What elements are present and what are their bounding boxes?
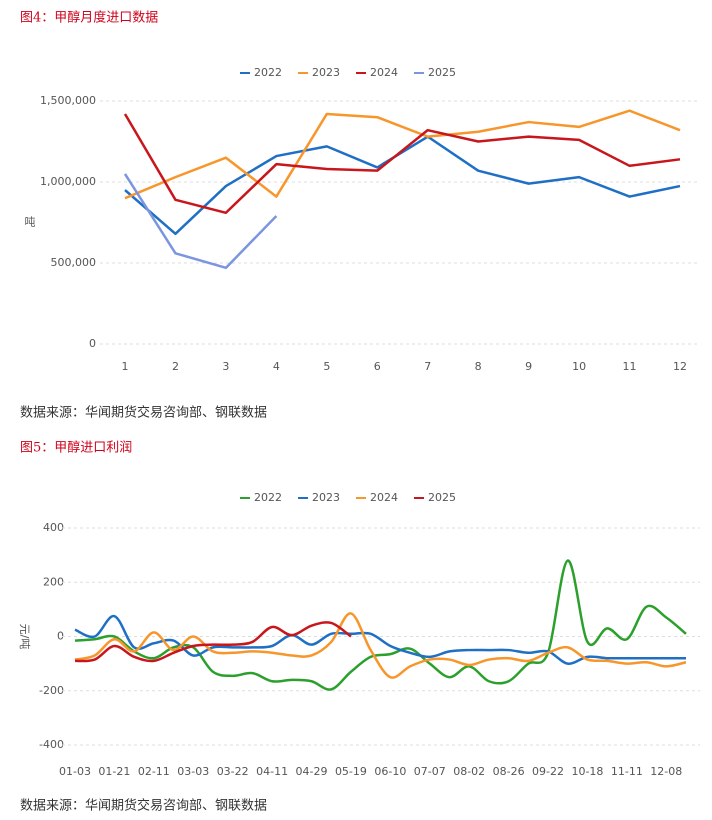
x-tick-label: 02-11 [138,765,170,778]
series-line [74,614,686,665]
y-tick-label: 1,500,000 [40,94,96,107]
figure-caption: 图5：甲醇进口利润 [20,440,132,456]
series-line [74,612,687,679]
x-tick-label: 10-18 [571,765,603,778]
x-tick-label: 04-29 [296,765,328,778]
legend-label: 2023 [312,491,340,504]
x-tick-label: 07-07 [414,765,446,778]
legend-label: 2022 [254,491,282,504]
x-tick-label: 1 [122,360,129,373]
x-tick-label: 04-11 [256,765,288,778]
series-line [124,135,681,236]
x-tick-label: 6 [374,360,381,373]
y-tick-label: 0 [57,630,64,643]
x-tick-label: 7 [424,360,431,373]
figure-caption: 图4：甲醇月度进口数据 [20,10,158,26]
y-axis-label: 吨 [25,216,36,229]
x-tick-label: 10 [572,360,586,373]
x-tick-label: 08-26 [493,765,525,778]
x-tick-label: 08-02 [453,765,485,778]
legend-label: 2025 [428,491,456,504]
legend-label: 2024 [370,491,398,504]
x-tick-label: 12 [673,360,687,373]
x-tick-label: 5 [323,360,330,373]
y-tick-label: 400 [43,521,64,534]
x-tick-label: 05-19 [335,765,367,778]
legend-label: 2022 [254,66,282,79]
legend-label: 2025 [428,66,456,79]
x-tick-label: 3 [222,360,229,373]
x-tick-label: 9 [525,360,532,373]
series-line [74,559,687,691]
legend-label: 2023 [312,66,340,79]
x-tick-label: 2 [172,360,179,373]
series-line [124,109,681,200]
y-tick-label: 500,000 [51,256,97,269]
source-note: 数据来源：华闻期货交易咨询部、钢联数据 [20,405,267,421]
y-tick-label: 1,000,000 [40,175,96,188]
x-tick-label: 09-22 [532,765,564,778]
legend-label: 2024 [370,66,398,79]
x-tick-label: 03-22 [217,765,249,778]
series-line [123,173,278,270]
x-tick-label: 4 [273,360,280,373]
x-tick-label: 11-11 [611,765,643,778]
source-note: 数据来源：华闻期货交易咨询部、钢联数据 [20,798,267,814]
x-tick-label: 01-03 [59,765,91,778]
y-tick-label: -200 [39,684,64,697]
y-axis-label: 元/吨 [18,624,31,650]
series-line [123,113,681,215]
y-tick-label: 0 [89,337,96,350]
x-tick-label: 01-21 [98,765,130,778]
x-tick-label: 8 [475,360,482,373]
x-tick-label: 11 [623,360,637,373]
x-tick-label: 03-03 [177,765,209,778]
x-tick-label: 06-10 [374,765,406,778]
series-line [74,621,352,663]
y-tick-label: 200 [43,575,64,588]
x-tick-label: 12-08 [650,765,682,778]
y-tick-label: -400 [39,738,64,751]
